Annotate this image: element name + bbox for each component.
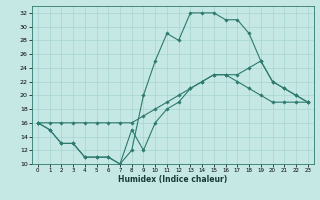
X-axis label: Humidex (Indice chaleur): Humidex (Indice chaleur) [118,175,228,184]
